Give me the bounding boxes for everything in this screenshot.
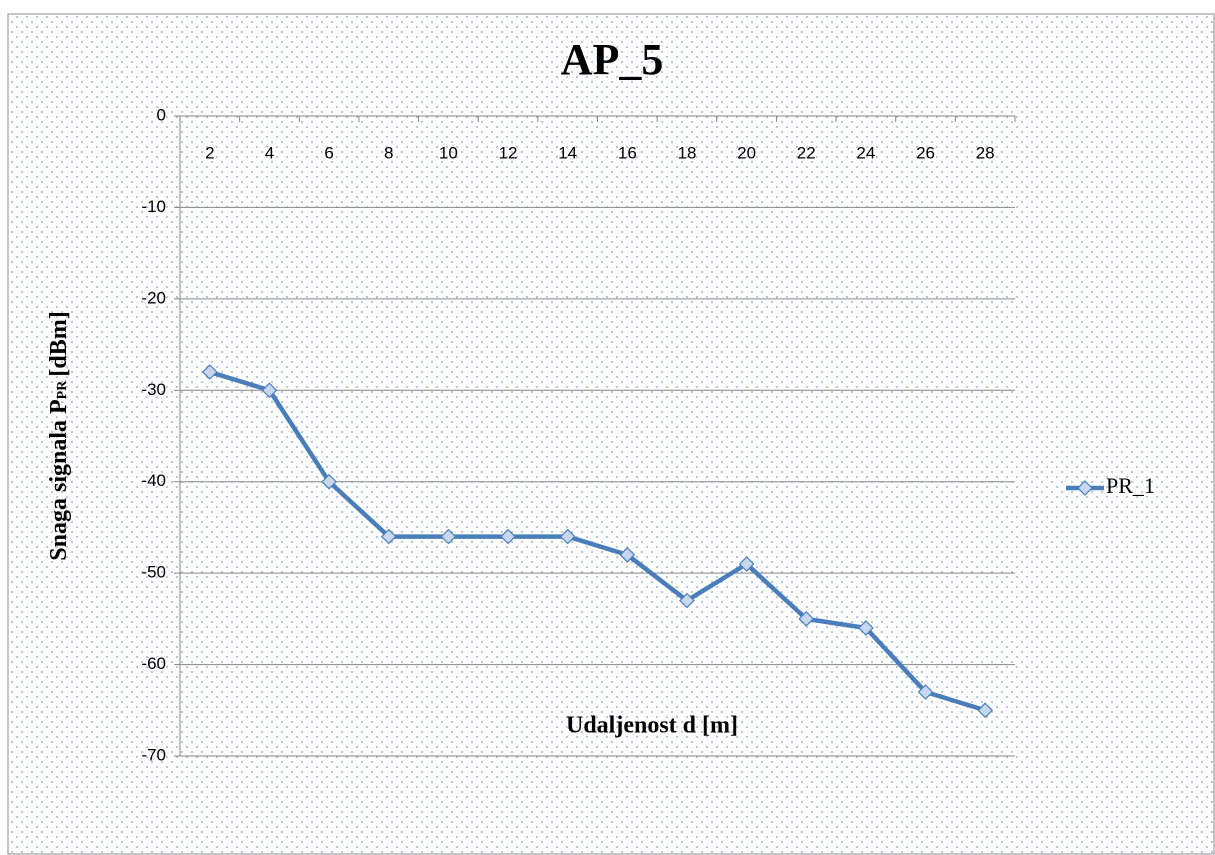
x-axis-label: Udaljenost d [m] <box>566 713 738 739</box>
legend-marker <box>1077 480 1093 496</box>
data-point <box>500 528 516 545</box>
x-tick-label: 24 <box>856 143 875 162</box>
x-tick-label: 6 <box>324 143 333 162</box>
data-point <box>321 473 337 490</box>
x-tick-label: 26 <box>916 143 935 162</box>
y-tick-label: -30 <box>141 380 166 399</box>
y-label-main: Snaga signala P <box>46 399 72 560</box>
y-tick-label: -10 <box>141 197 166 216</box>
x-tick-label: 8 <box>384 143 393 162</box>
data-point <box>798 611 815 627</box>
data-point <box>201 364 218 380</box>
data-point <box>738 556 755 572</box>
chart-title: AP_5 <box>561 35 664 84</box>
data-point <box>261 382 278 399</box>
x-tick-label: 20 <box>737 143 756 162</box>
x-tick-label: 14 <box>558 143 577 162</box>
chart-background <box>7 13 1215 855</box>
y-tick-label: -70 <box>141 745 166 764</box>
x-tick-label: 18 <box>678 143 697 162</box>
data-point <box>917 684 934 700</box>
y-axis-label: Snaga signala PPR [dBm] <box>46 311 72 560</box>
data-point <box>440 528 457 545</box>
data-point <box>619 547 636 563</box>
y-label-sub: PR <box>55 380 70 400</box>
data-point <box>858 620 874 636</box>
y-tick-label: -60 <box>141 654 166 673</box>
data-point <box>380 528 397 545</box>
y-tick-label: -40 <box>141 471 166 490</box>
x-tick-label: 28 <box>976 143 995 162</box>
data-point <box>559 528 576 545</box>
series-line <box>209 369 986 713</box>
y-tick-label: 0 <box>157 105 166 124</box>
x-tick-label: 22 <box>797 143 816 162</box>
x-tick-label: 12 <box>499 143 518 162</box>
data-point <box>977 702 994 719</box>
x-tick-label: 10 <box>439 143 458 162</box>
x-tick-label: 2 <box>205 143 214 162</box>
legend-label: PR_1 <box>1106 473 1155 498</box>
x-tick-label: 4 <box>265 143 274 162</box>
y-tick-label: -20 <box>141 288 166 307</box>
data-point <box>679 592 695 609</box>
y-label-unit: [dBm] <box>46 311 72 376</box>
y-tick-label: -50 <box>141 563 166 582</box>
x-tick-label: 16 <box>618 143 637 162</box>
